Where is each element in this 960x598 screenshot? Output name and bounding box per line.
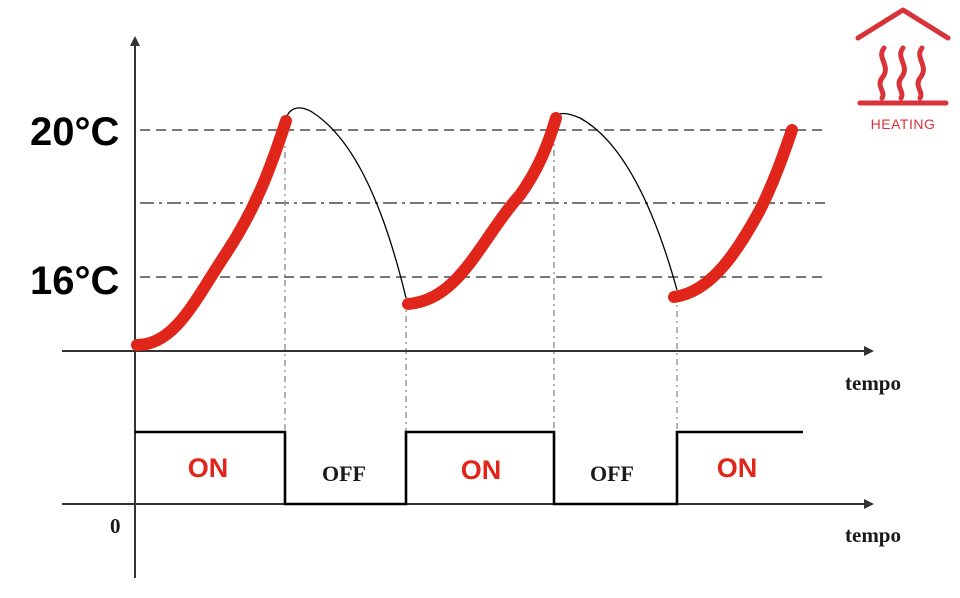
heat-wave bbox=[896, 45, 907, 101]
origin-label: 0 bbox=[110, 514, 121, 538]
state-waveform bbox=[135, 430, 803, 506]
heat-wave bbox=[915, 45, 926, 101]
state-label-on: ON bbox=[188, 453, 229, 483]
house-roof bbox=[855, 7, 951, 41]
time-axis-label-lower: tempo bbox=[845, 523, 901, 547]
state-label-off: OFF bbox=[322, 461, 366, 486]
heating-curves bbox=[131, 112, 798, 351]
axes bbox=[62, 36, 874, 578]
heat-wave bbox=[877, 45, 888, 101]
cooling-curve bbox=[553, 112, 678, 291]
heating-curve bbox=[402, 112, 562, 310]
label-16c: 16°C bbox=[30, 259, 119, 303]
heating-icon-label: HEATING bbox=[871, 116, 936, 132]
state-label-on: ON bbox=[461, 455, 502, 485]
state-label-off: OFF bbox=[590, 461, 634, 486]
time-axis-label-upper: tempo bbox=[845, 371, 901, 395]
cooling-curve bbox=[284, 107, 407, 299]
label-20c: 20°C bbox=[30, 110, 119, 154]
switch-guides bbox=[284, 118, 678, 432]
heating-icon bbox=[855, 7, 951, 106]
heating-curve bbox=[668, 124, 798, 303]
heating-curve bbox=[131, 115, 292, 351]
state-label-on: ON bbox=[717, 453, 758, 483]
